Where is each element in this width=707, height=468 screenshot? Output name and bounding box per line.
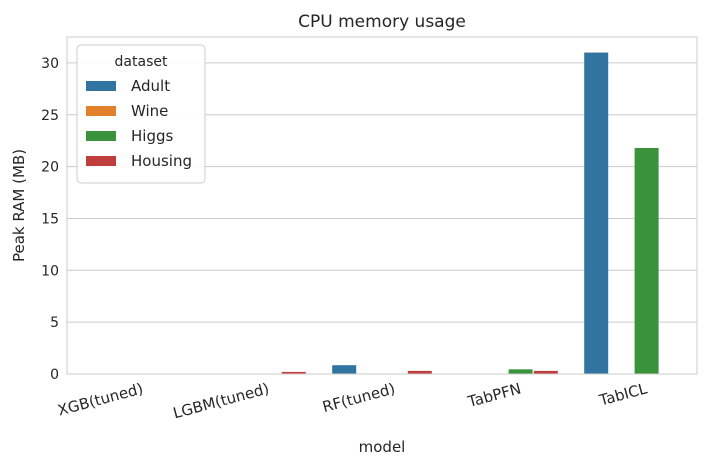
legend-title: dataset [115,54,168,70]
plot-frame [66,36,698,375]
y-tick-label: 30 [41,56,59,72]
bar [508,369,533,374]
bar [281,371,306,374]
x-tick-label: LGBM(tuned) [171,379,271,422]
x-tick-label: RF(tuned) [321,379,398,416]
legend: dataset Adult Wine Higgs Housing [76,44,206,184]
y-tick-labels: 0 5 10 15 20 25 30 [41,56,59,383]
legend-swatch [86,106,116,116]
bars [80,52,659,375]
y-tick-label: 20 [41,160,59,176]
bar [584,52,609,375]
chart-title: CPU memory usage [298,12,466,32]
y-tick-label: 0 [50,367,59,383]
y-tick-label: 15 [41,211,59,227]
legend-box [76,44,206,184]
y-tick-label: 10 [41,263,59,279]
legend-swatch [86,131,116,141]
y-tick-label: 25 [41,108,59,124]
x-tick-label: XGB(tuned) [56,379,145,419]
bar [634,147,659,374]
legend-label: Adult [131,77,170,95]
x-axis-label: model [359,438,406,456]
bar [332,365,357,374]
x-tick-label: TabICL [596,379,649,409]
x-tick-label: TabPFN [465,379,523,411]
legend-label: Higgs [131,127,173,145]
x-tick-labels: XGB(tuned) LGBM(tuned) RF(tuned) TabPFN TabI… [56,379,650,422]
y-tick-label: 5 [50,315,59,331]
bar [407,370,432,374]
legend-label: Wine [131,102,168,120]
bar [533,370,558,374]
legend-swatch [86,156,116,166]
legend-label: Housing [131,152,192,170]
y-axis-label: Peak RAM (MB) [10,149,28,262]
legend-swatch [86,81,116,91]
